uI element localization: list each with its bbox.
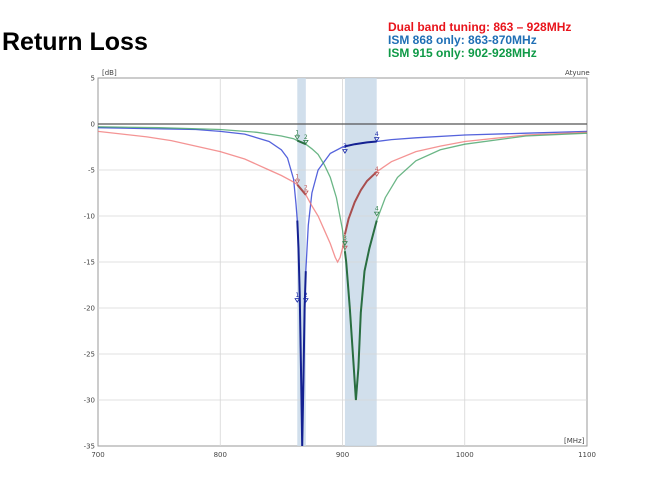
- y-unit-label: [dB]: [102, 69, 117, 77]
- series-3-marker-label-3: 3: [343, 235, 347, 242]
- y-tick-label: -15: [84, 259, 95, 267]
- y-tick-label: 0: [91, 121, 95, 129]
- series-3-marker-label-4: 4: [375, 206, 379, 213]
- x-tick-label: 1000: [456, 451, 474, 459]
- series-line-2: [97, 130, 588, 264]
- series-2-marker-label-4: 4: [375, 166, 379, 173]
- series-1-marker-label-1: 1: [295, 292, 299, 299]
- y-tick-label: -10: [84, 213, 95, 221]
- series-1-marker-1: [294, 298, 301, 303]
- series-2-marker-4: [373, 172, 380, 177]
- series-2-marker-label-1: 1: [295, 173, 299, 180]
- series-1-band-1-segment: [296, 220, 307, 447]
- series-1-marker-2: [302, 298, 309, 303]
- series-1-marker-3: [342, 149, 348, 154]
- y-tick-label: -20: [84, 305, 95, 313]
- series-2-marker-1: [294, 179, 301, 185]
- series-3-marker-label-2: 2: [304, 134, 308, 141]
- series-2-marker-2: [302, 190, 309, 196]
- legend-entry-ism-915: ISM 915 only: 902-928MHz: [388, 46, 537, 60]
- corner-label: Atyune: [565, 69, 590, 77]
- y-tick-label: 5: [91, 75, 95, 83]
- y-tick-label: -5: [88, 167, 95, 175]
- series-3-marker-4: [373, 211, 380, 217]
- series-2-marker-label-2: 2: [304, 185, 308, 192]
- series-2-band-2-segment: [343, 171, 378, 235]
- legend-entry-ism-868: ISM 868 only: 863-870MHz: [388, 33, 537, 47]
- legend-entry-dual-band: Dual band tuning: 863 – 928MHz: [388, 20, 572, 34]
- series-3-band-2-segment: [343, 220, 378, 401]
- y-tick-label: -30: [84, 397, 95, 405]
- series-3-marker-3: [342, 241, 348, 246]
- series-3-band-1-segment: [296, 139, 307, 146]
- series-3-marker-1: [294, 135, 301, 141]
- chart-legend: Dual band tuning: 863 – 928MHz ISM 868 o…: [388, 21, 571, 60]
- x-tick-label: 900: [336, 451, 349, 459]
- series-1-band-2-segment: [344, 140, 377, 148]
- x-unit-label: [MHz]: [564, 437, 585, 445]
- series-3-marker-2: [302, 140, 309, 145]
- page-title: Return Loss: [2, 28, 148, 56]
- x-tick-label: 800: [214, 451, 227, 459]
- series-2-band-1-segment: [296, 184, 307, 196]
- series-1-marker-4: [373, 137, 380, 142]
- series-1-marker-label-4: 4: [375, 131, 379, 138]
- y-tick-label: -25: [84, 351, 95, 359]
- series-1-marker-label-3: 3: [343, 143, 347, 150]
- x-tick-label: 700: [91, 451, 104, 459]
- series-1-marker-label-2: 2: [304, 292, 308, 299]
- series-2-marker-label-3: 3: [343, 240, 347, 247]
- x-tick-label: 1100: [578, 451, 596, 459]
- series-3-marker-label-1: 1: [295, 129, 299, 136]
- y-tick-label: -35: [84, 443, 95, 451]
